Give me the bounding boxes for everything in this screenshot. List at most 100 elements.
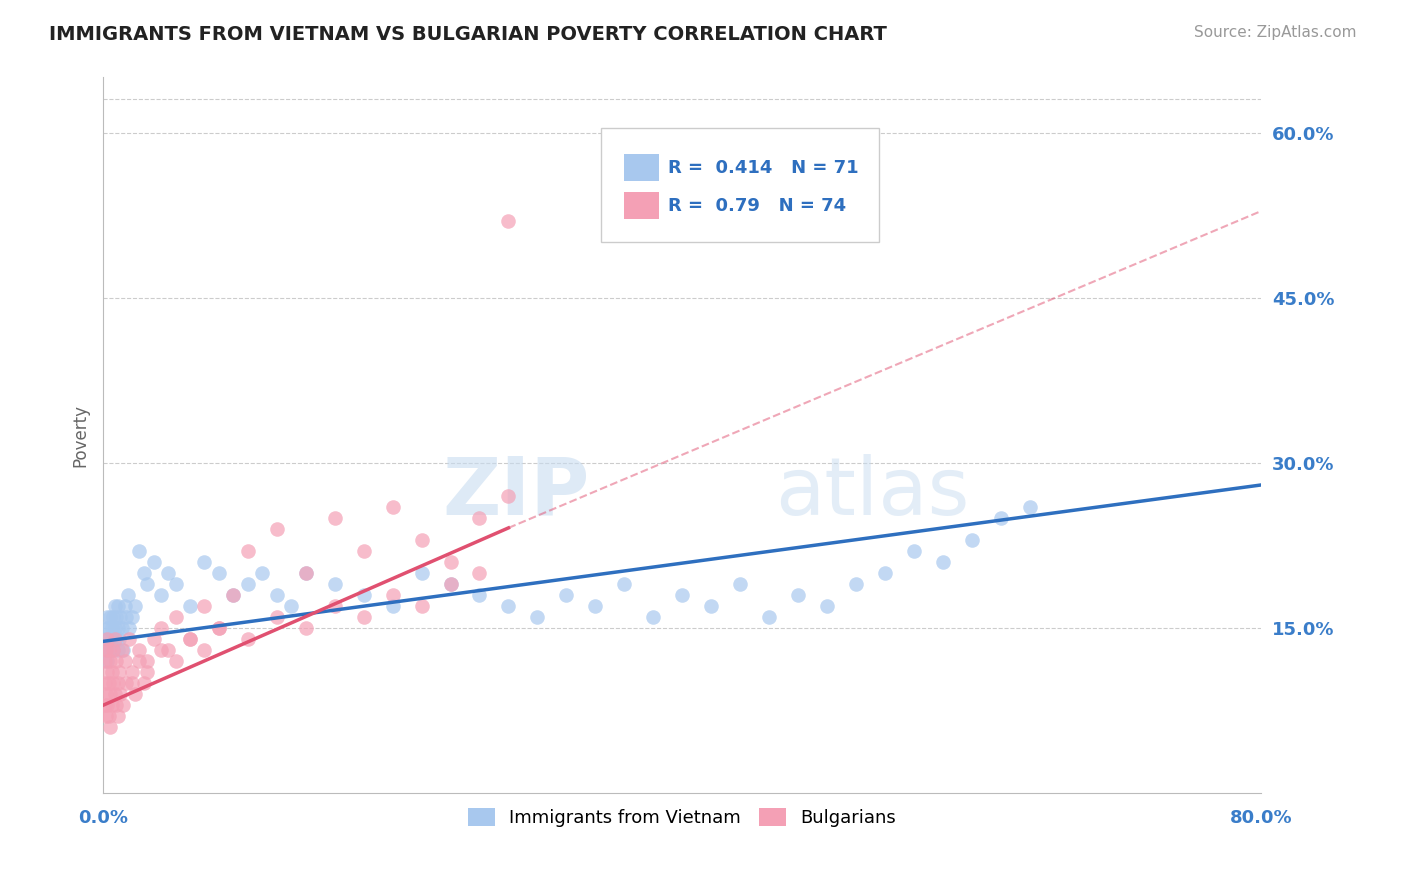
Point <box>96 698 118 713</box>
Point <box>252 566 274 580</box>
FancyBboxPatch shape <box>624 192 659 219</box>
Point <box>98 720 121 734</box>
Point <box>135 665 157 680</box>
Point <box>103 676 125 690</box>
Point <box>97 643 120 657</box>
Point <box>294 621 316 635</box>
Point <box>236 544 259 558</box>
Point <box>111 621 134 635</box>
Point <box>193 599 215 613</box>
Point <box>112 698 135 713</box>
Point <box>381 588 404 602</box>
Point <box>555 588 578 602</box>
Point <box>93 698 115 713</box>
Point <box>98 610 121 624</box>
Point <box>931 555 953 569</box>
Point <box>97 709 120 723</box>
Point <box>101 621 124 635</box>
Point <box>222 588 245 602</box>
Point <box>107 599 129 613</box>
Point <box>107 676 129 690</box>
Point <box>93 632 115 647</box>
Point <box>93 676 115 690</box>
Point <box>280 599 302 613</box>
Point <box>411 533 433 547</box>
Text: R =  0.79   N = 74: R = 0.79 N = 74 <box>668 196 846 215</box>
Point <box>94 643 117 657</box>
Point <box>294 566 316 580</box>
Point <box>98 643 121 657</box>
Point <box>787 588 810 602</box>
Point <box>114 654 136 668</box>
Point <box>114 599 136 613</box>
Point <box>112 643 135 657</box>
FancyBboxPatch shape <box>602 128 879 242</box>
Point <box>98 687 121 701</box>
Point <box>110 610 132 624</box>
Point <box>157 566 180 580</box>
Point <box>960 533 983 547</box>
Text: atlas: atlas <box>775 454 969 532</box>
Point <box>150 621 173 635</box>
Point <box>94 621 117 635</box>
Point <box>128 643 150 657</box>
Point <box>583 599 606 613</box>
Point <box>104 599 127 613</box>
Point <box>294 566 316 580</box>
Point <box>124 687 146 701</box>
Point <box>111 643 134 657</box>
Point <box>105 632 128 647</box>
Point <box>121 665 143 680</box>
Point <box>193 555 215 569</box>
Point <box>101 665 124 680</box>
Point <box>105 698 128 713</box>
Point <box>108 665 131 680</box>
Point <box>94 643 117 657</box>
Text: IMMIGRANTS FROM VIETNAM VS BULGARIAN POVERTY CORRELATION CHART: IMMIGRANTS FROM VIETNAM VS BULGARIAN POV… <box>49 25 887 44</box>
Point <box>353 588 375 602</box>
Point <box>222 588 245 602</box>
Point <box>97 676 120 690</box>
Point <box>135 654 157 668</box>
Point <box>118 621 141 635</box>
Point <box>142 555 165 569</box>
Point <box>411 566 433 580</box>
Point <box>104 621 127 635</box>
Point <box>165 577 187 591</box>
Point <box>381 500 404 514</box>
Point <box>815 599 838 613</box>
Point <box>104 632 127 647</box>
Y-axis label: Poverty: Poverty <box>72 404 89 467</box>
Point <box>468 511 491 525</box>
Point <box>165 610 187 624</box>
Point <box>121 676 143 690</box>
Point <box>323 511 346 525</box>
Point <box>323 577 346 591</box>
Point <box>97 621 120 635</box>
Point <box>107 643 129 657</box>
Point <box>193 643 215 657</box>
Point <box>468 588 491 602</box>
Point <box>236 577 259 591</box>
Point <box>728 577 751 591</box>
Point <box>758 610 780 624</box>
Point <box>266 522 288 536</box>
Point <box>353 610 375 624</box>
Point <box>132 676 155 690</box>
Point <box>96 665 118 680</box>
Point <box>115 610 138 624</box>
Point <box>107 621 129 635</box>
Point <box>142 632 165 647</box>
Point <box>179 632 201 647</box>
Point <box>873 566 896 580</box>
Point <box>108 632 131 647</box>
Point <box>439 555 461 569</box>
Point <box>101 632 124 647</box>
Point <box>165 654 187 668</box>
Point <box>208 621 231 635</box>
Point <box>94 709 117 723</box>
Legend: Immigrants from Vietnam, Bulgarians: Immigrants from Vietnam, Bulgarians <box>461 801 904 834</box>
Point <box>700 599 723 613</box>
Point <box>105 610 128 624</box>
Point <box>179 632 201 647</box>
